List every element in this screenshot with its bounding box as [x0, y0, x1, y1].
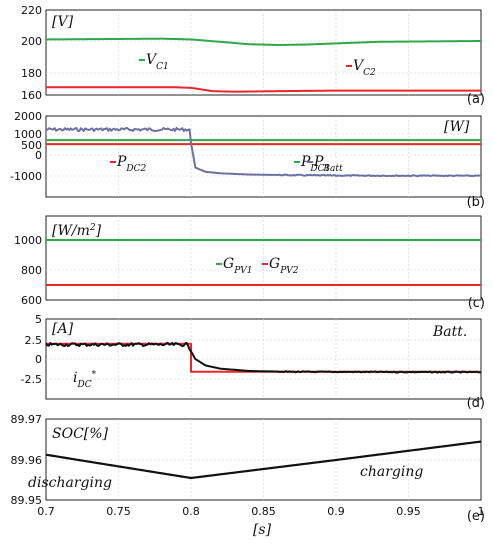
series-label-batt: Batt.	[432, 324, 467, 340]
x-tick-label: 0.75	[106, 505, 131, 518]
x-tick-label: 0.7	[37, 505, 55, 518]
panel-tag: (c)	[468, 296, 485, 311]
panel-tag: (e)	[467, 509, 485, 524]
svg-text:PDC1: PDC1	[300, 154, 330, 174]
x-tick-label: 0.95	[396, 505, 421, 518]
y-tick-label: 800	[21, 264, 42, 277]
series-label-pbatt: PBatt	[307, 154, 343, 174]
series-label-gpv2: GPV2	[262, 256, 299, 276]
y-tick-label: 160	[21, 89, 42, 102]
unit-label: [A]	[52, 321, 74, 337]
svg-text:GPV2: GPV2	[269, 256, 299, 276]
unit-label: SOC[%]	[52, 426, 109, 442]
series-label-pdc2: PDC2	[110, 154, 147, 174]
y-tick-label: -1000	[10, 170, 42, 183]
svg-text:PDC2: PDC2	[116, 154, 147, 174]
svg-text:PBatt: PBatt	[313, 154, 343, 174]
series-line-vc2	[46, 86, 481, 93]
panel-c: 600 800 1000 [W/m2] (c) GPV1 GPV2	[14, 215, 485, 311]
y-tick-label: -2.5	[21, 373, 42, 386]
y-tick-label: 89.95	[11, 494, 43, 507]
panel-e: 89.95 89.96 89.97 SOC[%] (e) discharging charg…	[11, 413, 486, 524]
svg-text:Batt.: Batt.	[432, 324, 467, 340]
series-label-vc1: VC1	[139, 52, 169, 72]
x-tick-label: 1	[478, 505, 485, 518]
series-label-pdc1: PDC1	[294, 154, 330, 174]
series-label-idc: iDC*	[73, 370, 97, 390]
y-tick-label: 2000	[14, 110, 42, 123]
series-line-batt	[45, 341, 482, 374]
y-tick-label: 180	[21, 67, 42, 80]
annotation-discharging: discharging	[28, 475, 112, 491]
y-tick-label: 89.96	[11, 454, 43, 467]
x-tick-label: 0.8	[182, 505, 200, 518]
svg-text:GPV1: GPV1	[223, 256, 252, 276]
y-tick-label: 200	[21, 35, 42, 48]
panel-tag: (a)	[467, 92, 485, 107]
y-tick-label: 89.97	[11, 413, 43, 426]
panel-tag: (b)	[467, 195, 485, 210]
unit-label: [W]	[444, 119, 470, 135]
y-tick-label: 0	[35, 149, 42, 162]
unit-label: [V]	[52, 14, 74, 30]
svg-text:iDC*: iDC*	[73, 370, 97, 390]
y-tick-label: 220	[21, 4, 42, 17]
y-tick-label: 5	[35, 313, 42, 326]
y-tick-label: 0	[35, 353, 42, 366]
y-tick-label: 600	[21, 294, 42, 307]
series-line-pbatt	[45, 126, 482, 178]
y-tick-label: 2.5	[25, 334, 43, 347]
panel-a: 160 180 200 220 [V] (a) VC1 VC2	[21, 4, 485, 107]
series-label-gpv1: GPV1	[216, 256, 252, 276]
svg-text:VC2: VC2	[353, 58, 376, 78]
series-line-soc	[45, 440, 482, 480]
panel-tag: (d)	[467, 396, 485, 411]
x-tick-label: 0.85	[251, 505, 276, 518]
x-axis-label: [s]	[253, 522, 272, 538]
svg-text:VC1: VC1	[146, 52, 169, 72]
annotation-charging: charging	[360, 464, 423, 480]
y-tick-label: 500	[21, 139, 42, 152]
unit-label: [W/m2]	[52, 223, 102, 239]
y-tick-label: 1000	[14, 234, 42, 247]
series-line-vc1	[45, 37, 482, 46]
y-tick-label: 1000	[14, 128, 42, 141]
panel-d: -2.5 0 2.5 5 [A] (d) iDC* Batt.	[21, 313, 485, 411]
series-label-vc2: VC2	[346, 58, 376, 78]
x-tick-label: 0.9	[327, 505, 345, 518]
